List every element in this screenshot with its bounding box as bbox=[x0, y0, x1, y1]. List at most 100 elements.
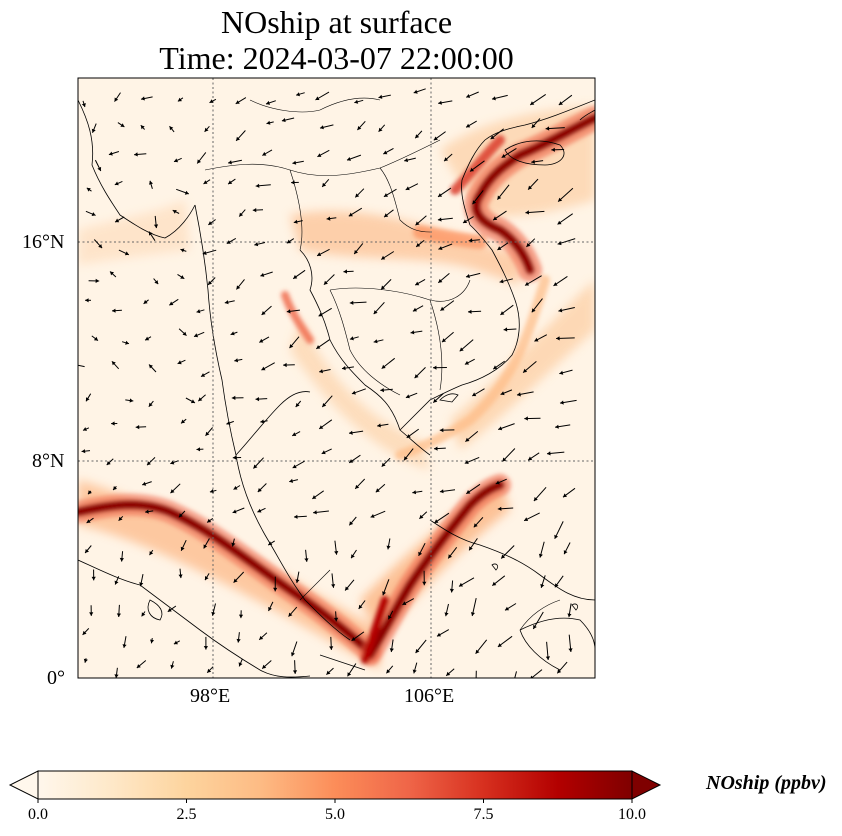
wind-arrow-head bbox=[355, 193, 360, 198]
wind-arrow-head bbox=[235, 100, 240, 104]
colorbar-label: NOship (ppbv) bbox=[706, 772, 827, 794]
wind-arrow-head bbox=[347, 672, 352, 677]
map-title: NOship at surface bbox=[220, 4, 453, 40]
wind-arrow-head bbox=[526, 242, 531, 247]
wind-arrow-head bbox=[292, 464, 297, 469]
wind-arrow-head bbox=[81, 103, 86, 107]
wind-arrow-head bbox=[558, 197, 563, 202]
wind-arrow-head bbox=[289, 478, 294, 483]
wind-arrow-head bbox=[528, 185, 533, 190]
wind-arrow-head bbox=[528, 456, 533, 461]
colorbar-tick-label: 7.5 bbox=[473, 806, 494, 823]
wind-arrow-head bbox=[557, 220, 562, 225]
wind-arrow-head bbox=[321, 450, 326, 455]
wind-arrow-head bbox=[560, 400, 564, 405]
wind-arrow-head bbox=[114, 580, 119, 585]
wind-arrow-head bbox=[439, 428, 444, 433]
wind-arrow-head bbox=[375, 488, 380, 493]
wind-arrow-head bbox=[475, 649, 480, 654]
wind-arrow-head bbox=[198, 397, 203, 402]
colorbar-max-extend bbox=[631, 770, 662, 800]
wind-arrow-head bbox=[238, 662, 243, 667]
wind-arrow-head bbox=[226, 240, 231, 244]
wind-arrow-head bbox=[294, 514, 298, 519]
wind-arrow-head bbox=[554, 534, 559, 539]
wind-arrow-head bbox=[345, 586, 349, 591]
wind-arrow-head bbox=[283, 362, 287, 368]
wind-arrow-head bbox=[444, 157, 449, 162]
wind-arrow-head bbox=[377, 423, 381, 428]
wind-arrow-head bbox=[348, 212, 353, 217]
wind-arrow-head bbox=[349, 430, 353, 435]
lat-tick-label: 8°N bbox=[32, 450, 65, 472]
wind-arrow-head bbox=[381, 364, 386, 369]
wind-arrow-head bbox=[148, 231, 153, 236]
wind-arrow-head bbox=[415, 134, 420, 139]
wind-arrow-head bbox=[196, 309, 201, 314]
wind-arrow-head bbox=[125, 340, 129, 345]
wind-arrow-head bbox=[89, 612, 94, 616]
wind-arrow-head bbox=[113, 486, 117, 490]
colorbar-min-extend bbox=[8, 770, 39, 800]
wind-vectors bbox=[78, 88, 577, 688]
wind-arrow-head bbox=[201, 373, 206, 377]
wind-arrow-head bbox=[82, 630, 87, 635]
wind-arrow-head bbox=[438, 193, 443, 197]
wind-arrow-head bbox=[334, 617, 339, 622]
wind-arrow-head bbox=[418, 551, 423, 556]
colorbar-tick-label: 2.5 bbox=[176, 806, 197, 823]
wind-arrow-head bbox=[389, 648, 394, 652]
wind-arrow-head bbox=[289, 344, 294, 349]
wind-arrow-head bbox=[439, 489, 444, 494]
wind-arrow-head bbox=[438, 278, 443, 283]
wind-arrow-head bbox=[140, 125, 145, 130]
wind-arrow-head bbox=[523, 368, 528, 373]
wind-arrow-head bbox=[497, 246, 502, 250]
wind-arrow-head bbox=[141, 612, 146, 617]
wind-arrow-head bbox=[98, 244, 103, 249]
wind-arrow-head bbox=[533, 624, 537, 629]
wind-arrow-head bbox=[404, 456, 408, 461]
wind-arrow-head bbox=[466, 123, 471, 128]
wind-arrow-head bbox=[259, 338, 264, 343]
wind-arrow-head bbox=[557, 241, 562, 246]
wind-arrow-head bbox=[293, 219, 298, 224]
wind-arrow-head bbox=[349, 521, 354, 526]
wind-arrow-head bbox=[150, 639, 155, 644]
wind-arrow-head bbox=[472, 392, 477, 397]
wind-arrow-head bbox=[381, 255, 386, 260]
wind-arrow-head bbox=[207, 518, 212, 523]
wind-arrow-head bbox=[266, 100, 270, 105]
wind-arrow-head bbox=[563, 550, 568, 555]
wind-arrow-head bbox=[205, 576, 209, 581]
wind-arrow-head bbox=[236, 136, 240, 141]
wind-arrow-head bbox=[493, 365, 498, 370]
wind-arrow-head bbox=[174, 158, 179, 163]
map-frame bbox=[77, 77, 596, 679]
wind-arrow-head bbox=[180, 275, 185, 279]
map-area bbox=[78, 78, 595, 688]
wind-arrow-head bbox=[182, 331, 187, 336]
wind-arrow-head bbox=[209, 489, 214, 494]
wind-arrow-head bbox=[448, 554, 452, 559]
wind-arrow-head bbox=[563, 493, 567, 498]
wind-arrow-head bbox=[260, 272, 265, 277]
wind-arrow-head bbox=[205, 431, 210, 436]
wind-arrow-head bbox=[459, 582, 463, 587]
wind-arrow-head bbox=[177, 360, 182, 365]
wind-arrow-head bbox=[239, 212, 244, 217]
wind-arrow-head bbox=[547, 451, 551, 456]
wind-arrow-head bbox=[115, 218, 120, 223]
wind-arrow-head bbox=[474, 684, 478, 688]
wind-arrow-head bbox=[349, 459, 354, 463]
wind-arrow-head bbox=[412, 307, 417, 312]
wind-arrow-head bbox=[459, 347, 464, 352]
wind-arrow-head bbox=[196, 447, 201, 452]
wind-arrow-head bbox=[567, 613, 572, 618]
wind-arrow-head bbox=[442, 338, 446, 343]
wind-arrow-head bbox=[326, 216, 331, 221]
wind-arrow-head bbox=[415, 649, 420, 653]
wind-arrow-head bbox=[83, 427, 87, 431]
wind-arrow-head bbox=[440, 306, 445, 311]
wind-arrow-head bbox=[114, 674, 119, 678]
